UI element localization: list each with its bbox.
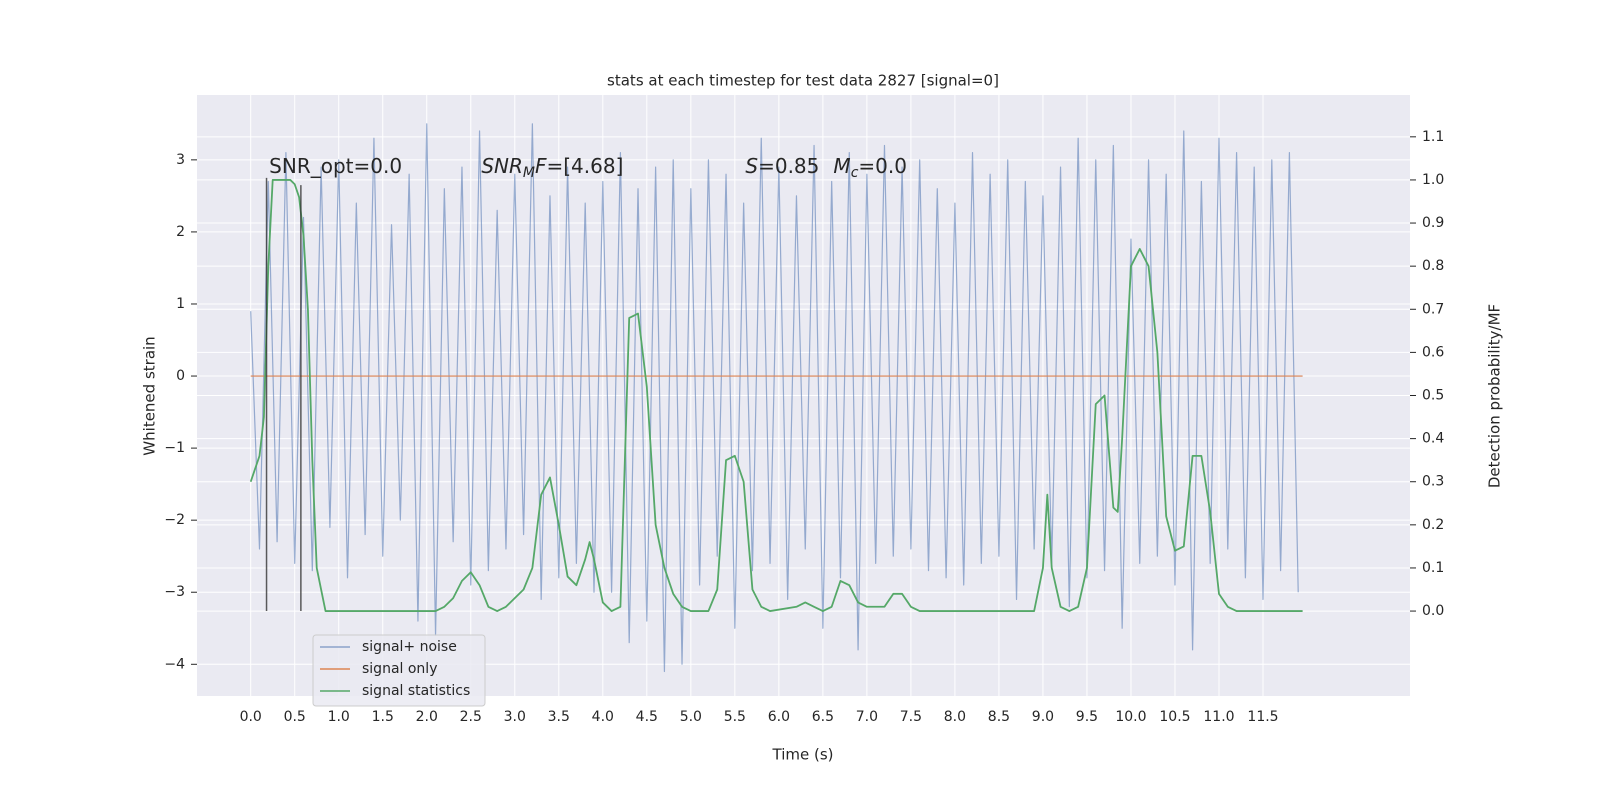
y2-tick-label: 1.0 xyxy=(1422,172,1444,188)
y2-tick-label: 0.9 xyxy=(1422,215,1444,231)
x-tick-label: 10.5 xyxy=(1159,709,1190,725)
y2-tick-label: 0.7 xyxy=(1422,301,1444,317)
annotation-part: =[4.68] xyxy=(546,154,623,178)
x-tick-label: 1.5 xyxy=(372,709,394,725)
x-tick-label: 1.0 xyxy=(328,709,350,725)
x-tick-label: 6.0 xyxy=(768,709,790,725)
y-tick-label: −3 xyxy=(164,584,185,600)
y2-tick-label: 0.3 xyxy=(1422,474,1444,490)
y2-tick-label: 0.0 xyxy=(1422,603,1444,619)
x-tick-label: 3.5 xyxy=(548,709,570,725)
x-tick-label: 11.0 xyxy=(1203,709,1234,725)
annotation: Mc=0.0 xyxy=(833,154,907,181)
y-tick-label: −4 xyxy=(164,656,185,672)
annotation-part: SNR_opt=0.0 xyxy=(269,154,402,178)
x-tick-label: 2.0 xyxy=(416,709,438,725)
legend-label: signal statistics xyxy=(362,683,470,699)
legend: signal+ noise signal only signal statistic… xyxy=(312,634,486,707)
annotation-part: F xyxy=(535,154,547,178)
annotation: SNR_opt=0.0 xyxy=(269,154,402,178)
annotation-part: SNR xyxy=(481,154,523,178)
x-tick-label: 8.0 xyxy=(944,709,966,725)
y-axis-label: Whitened strain xyxy=(141,336,159,455)
series-line xyxy=(249,179,1303,612)
x-tick-label: 8.5 xyxy=(988,709,1010,725)
series-line xyxy=(250,123,1299,673)
y2-tick-label: 0.4 xyxy=(1422,431,1444,447)
annotation-part: M xyxy=(523,164,535,180)
x-tick-label: 9.5 xyxy=(1076,709,1098,725)
y-tick-label: 3 xyxy=(176,152,185,168)
x-tick-label: 3.0 xyxy=(504,709,526,725)
y-tick-label: 0 xyxy=(176,368,185,384)
x-axis-label: Time (s) xyxy=(772,746,834,764)
legend-label: signal only xyxy=(362,661,437,677)
y2-tick-label: 0.2 xyxy=(1422,517,1444,533)
x-tick-label: 4.5 xyxy=(636,709,658,725)
annotation: S=0.85 xyxy=(745,154,819,178)
chart-title: stats at each timestep for test data 282… xyxy=(607,72,999,90)
x-tick-label: 0.0 xyxy=(240,709,262,725)
x-tick-label: 2.5 xyxy=(460,709,482,725)
annotation-part: S xyxy=(745,154,758,178)
y2-axis-label: Detection probability/MF xyxy=(1486,304,1504,488)
annotation-part: c xyxy=(851,164,859,180)
x-tick-label: 7.5 xyxy=(900,709,922,725)
x-tick-label: 5.5 xyxy=(724,709,746,725)
y2-tick-label: 1.1 xyxy=(1422,129,1444,145)
x-tick-label: 5.0 xyxy=(680,709,702,725)
x-tick-label: 6.5 xyxy=(812,709,834,725)
y-tick-label: 2 xyxy=(176,224,185,240)
annotation-part: M xyxy=(833,154,850,178)
y-tick-label: −2 xyxy=(164,512,185,528)
x-tick-label: 9.0 xyxy=(1032,709,1054,725)
x-tick-label: 11.5 xyxy=(1247,709,1278,725)
y2-tick-label: 0.1 xyxy=(1422,560,1444,576)
annotation: SNRMF=[4.68] xyxy=(481,154,623,181)
x-tick-label: 0.5 xyxy=(284,709,306,725)
y2-tick-label: 0.5 xyxy=(1422,388,1444,404)
x-tick-label: 7.0 xyxy=(856,709,878,725)
y-tick-label: −1 xyxy=(164,440,185,456)
annotation-part: =0.85 xyxy=(758,154,819,178)
x-tick-label: 4.0 xyxy=(592,709,614,725)
annotation-part: =0.0 xyxy=(858,154,907,178)
y2-tick-label: 0.8 xyxy=(1422,258,1444,274)
y2-tick-label: 0.6 xyxy=(1422,344,1444,360)
legend-label: signal+ noise xyxy=(362,639,457,655)
y-tick-label: 1 xyxy=(176,296,185,312)
x-tick-label: 10.0 xyxy=(1115,709,1146,725)
legend-box xyxy=(312,634,486,707)
